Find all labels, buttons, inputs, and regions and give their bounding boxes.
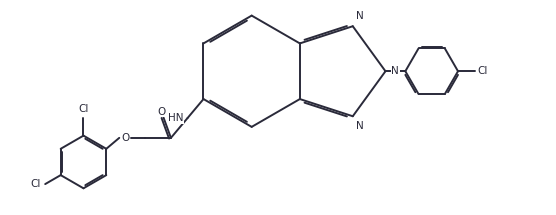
Text: O: O — [121, 133, 130, 143]
Text: N: N — [391, 66, 399, 76]
Text: N: N — [356, 11, 364, 21]
Text: N: N — [356, 121, 364, 131]
Text: O: O — [157, 107, 166, 117]
Text: Cl: Cl — [31, 179, 41, 189]
Text: Cl: Cl — [78, 104, 88, 114]
Text: HN: HN — [168, 113, 183, 123]
Text: Cl: Cl — [477, 66, 487, 76]
